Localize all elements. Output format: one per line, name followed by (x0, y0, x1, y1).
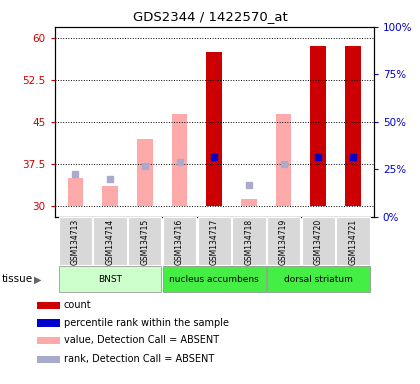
Bar (267, 217, 300, 265)
Bar (163, 217, 196, 265)
Bar (128, 217, 161, 265)
Bar (59, 266, 161, 292)
Text: nucleus accumbens: nucleus accumbens (169, 275, 259, 284)
Text: tissue: tissue (2, 274, 33, 285)
Bar (241, 199, 257, 206)
Bar (232, 217, 265, 265)
Bar (37, 302, 60, 309)
Text: value, Detection Call = ABSENT: value, Detection Call = ABSENT (64, 336, 219, 346)
Bar (102, 186, 118, 206)
Text: GSM134720: GSM134720 (314, 218, 323, 265)
Text: GSM134715: GSM134715 (140, 218, 149, 265)
Bar (172, 114, 187, 206)
Text: count: count (64, 300, 92, 310)
Text: GSM134713: GSM134713 (71, 218, 80, 265)
Text: GSM134719: GSM134719 (279, 218, 288, 265)
Bar (163, 266, 265, 292)
Bar (302, 217, 335, 265)
Bar (37, 356, 60, 363)
Text: BNST: BNST (98, 275, 122, 284)
Bar (267, 266, 370, 292)
Bar (59, 217, 92, 265)
Text: GSM134714: GSM134714 (105, 218, 115, 265)
Text: GDS2344 / 1422570_at: GDS2344 / 1422570_at (133, 10, 287, 23)
Bar (310, 46, 326, 206)
Bar (37, 337, 60, 344)
Bar (37, 319, 60, 326)
Bar (137, 139, 152, 206)
Text: GSM134721: GSM134721 (349, 218, 357, 265)
Bar (197, 217, 231, 265)
Text: GSM134716: GSM134716 (175, 218, 184, 265)
Text: GSM134717: GSM134717 (210, 218, 219, 265)
Text: percentile rank within the sample: percentile rank within the sample (64, 318, 229, 328)
Text: rank, Detection Call = ABSENT: rank, Detection Call = ABSENT (64, 354, 214, 364)
Text: dorsal striatum: dorsal striatum (284, 275, 353, 284)
Bar (276, 114, 291, 206)
Text: GSM134718: GSM134718 (244, 218, 253, 265)
Bar (206, 52, 222, 206)
Bar (68, 178, 83, 206)
Bar (345, 46, 361, 206)
Bar (94, 217, 127, 265)
Bar (336, 217, 370, 265)
Text: ▶: ▶ (34, 274, 41, 285)
